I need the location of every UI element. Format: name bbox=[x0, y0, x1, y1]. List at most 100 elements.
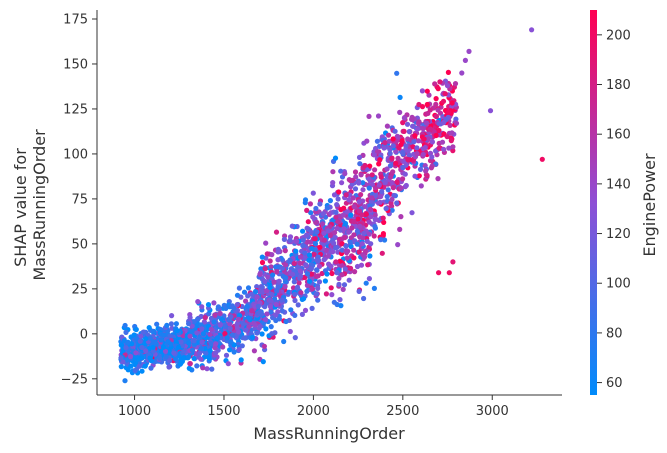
scatter-point bbox=[299, 311, 305, 317]
scatter-point bbox=[362, 162, 368, 169]
scatter-point bbox=[201, 319, 207, 325]
scatter-point bbox=[283, 275, 289, 281]
scatter-point bbox=[420, 125, 426, 132]
scatter-point bbox=[381, 145, 387, 151]
scatter-point bbox=[334, 202, 340, 208]
scatter-point bbox=[395, 242, 401, 248]
scatter-point bbox=[397, 94, 403, 100]
y-tick-label: 150 bbox=[63, 57, 88, 72]
outlier-point bbox=[444, 83, 451, 89]
scatter-point bbox=[292, 312, 298, 318]
scatter-point bbox=[195, 299, 201, 305]
scatter-point bbox=[263, 326, 269, 332]
outlier-point bbox=[462, 57, 468, 64]
scatter-point bbox=[420, 151, 426, 158]
colorbar-gradient bbox=[590, 10, 597, 395]
scatter-point bbox=[164, 322, 170, 328]
scatter-point bbox=[447, 122, 453, 128]
scatter-point bbox=[384, 194, 390, 200]
outlier-point bbox=[487, 108, 494, 114]
outlier-point bbox=[450, 259, 456, 265]
scatter-point bbox=[307, 201, 313, 207]
scatter-point bbox=[340, 286, 346, 292]
scatter-point bbox=[304, 288, 310, 294]
scatter-point bbox=[236, 285, 242, 291]
scatter-point bbox=[332, 155, 339, 161]
scatter-point bbox=[260, 359, 266, 365]
scatter-point bbox=[328, 285, 334, 291]
scatter-point bbox=[323, 291, 329, 297]
scatter-point bbox=[287, 257, 293, 263]
colorbar-ticks: 60 80 100 120 140 160 180 200 bbox=[597, 28, 631, 391]
scatter-point bbox=[341, 205, 347, 211]
x-axis-title: MassRunningOrder bbox=[253, 424, 405, 443]
scatter-point bbox=[400, 150, 406, 156]
scatter-point bbox=[441, 131, 447, 137]
scatter-point bbox=[384, 166, 390, 172]
scatter-point bbox=[259, 259, 266, 266]
scatter-point bbox=[342, 171, 348, 177]
scatter-point bbox=[337, 297, 343, 303]
scatter-point bbox=[351, 204, 357, 210]
scatter-point bbox=[234, 321, 240, 327]
scatter-point bbox=[366, 185, 372, 191]
scatter-point bbox=[336, 275, 342, 281]
axes bbox=[96, 10, 562, 396]
x-ticks: 1000 1500 2000 2500 3000 bbox=[118, 395, 509, 419]
scatter-point bbox=[268, 309, 274, 315]
scatter-point bbox=[366, 176, 372, 182]
scatter-point bbox=[335, 219, 341, 225]
scatter-point bbox=[450, 144, 456, 150]
scatter-point bbox=[172, 356, 179, 362]
scatter-point bbox=[363, 211, 369, 217]
scatter-point bbox=[194, 330, 200, 336]
scatter-point bbox=[166, 364, 172, 370]
scatter-point bbox=[264, 311, 270, 317]
scatter-point bbox=[129, 341, 135, 347]
scatter-point bbox=[356, 288, 362, 294]
scatter-point bbox=[314, 219, 320, 225]
scatter-point bbox=[336, 189, 342, 195]
outlier-point bbox=[466, 48, 472, 55]
scatter-point bbox=[292, 291, 298, 297]
scatter-point bbox=[265, 274, 271, 280]
scatter-point bbox=[397, 109, 403, 115]
scatter-point bbox=[187, 361, 193, 367]
scatter-point bbox=[389, 196, 395, 202]
scatter-point bbox=[308, 271, 315, 277]
x-tick-label: 2500 bbox=[386, 404, 419, 419]
scatter-point bbox=[282, 283, 288, 290]
scatter-point bbox=[207, 356, 213, 362]
y-axis-title: SHAP value for MassRunningOrder bbox=[11, 129, 49, 281]
y-axis-title-line-1: SHAP value for bbox=[11, 148, 30, 267]
scatter-point bbox=[360, 180, 366, 186]
scatter-point bbox=[383, 205, 389, 212]
scatter-point bbox=[199, 326, 205, 332]
colorbar-tick-label: 140 bbox=[606, 177, 631, 192]
scatter-point bbox=[243, 311, 249, 317]
scatter-point bbox=[442, 91, 448, 97]
scatter-point bbox=[356, 180, 362, 186]
scatter-point bbox=[385, 187, 391, 193]
scatter-point bbox=[338, 168, 344, 174]
scatter-point bbox=[412, 173, 418, 179]
scatter-point bbox=[254, 330, 260, 336]
scatter-point bbox=[366, 276, 372, 282]
scatter-point bbox=[310, 214, 316, 220]
scatter-point bbox=[358, 172, 364, 178]
scatter-point bbox=[315, 297, 321, 303]
scatter-point bbox=[153, 341, 159, 347]
scatter-point bbox=[176, 344, 182, 350]
outlier-point bbox=[459, 70, 465, 76]
scatter-point bbox=[314, 267, 320, 273]
scatter-point bbox=[234, 325, 240, 331]
scatter-point bbox=[259, 284, 265, 290]
scatter-point bbox=[133, 350, 139, 356]
scatter-point bbox=[215, 335, 221, 341]
scatter-point bbox=[313, 291, 320, 297]
scatter-point bbox=[433, 101, 439, 107]
scatter-point bbox=[316, 263, 323, 269]
scatter-point bbox=[241, 289, 248, 295]
scatter-point bbox=[357, 234, 363, 240]
scatter-point bbox=[441, 119, 447, 126]
